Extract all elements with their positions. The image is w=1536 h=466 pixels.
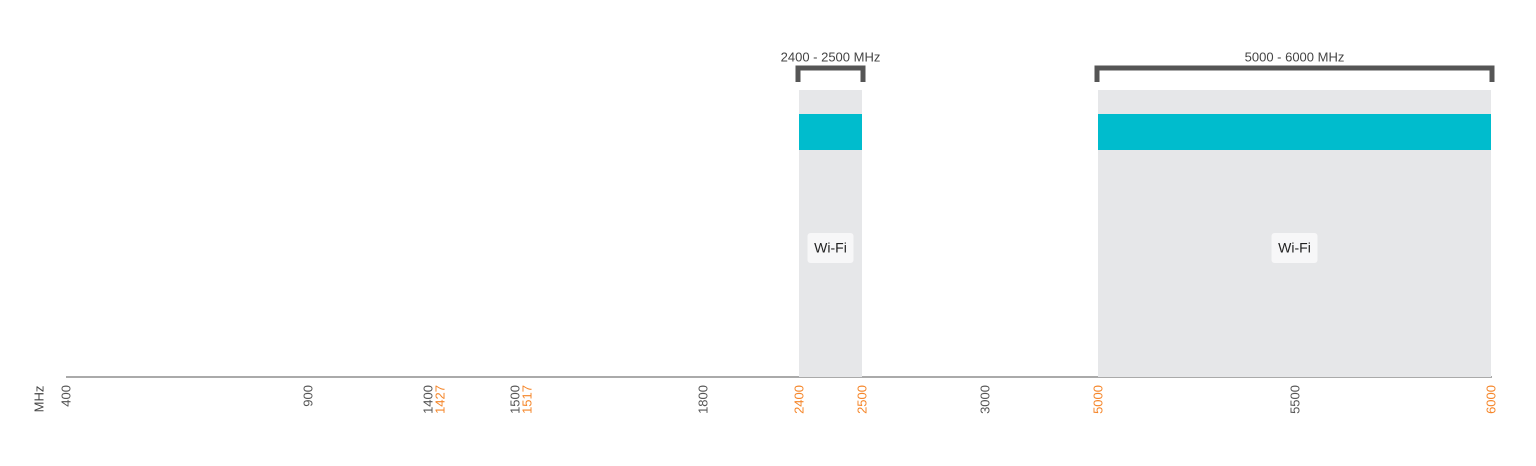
- x-tick-label: 2400: [791, 385, 806, 414]
- x-tick-label: 400: [58, 385, 73, 407]
- x-tick-label: 3000: [977, 385, 992, 414]
- x-tick-label: 1427: [432, 385, 447, 414]
- x-tick-label: 1400: [420, 385, 435, 414]
- range-label: 5000 - 6000 MHz: [1245, 49, 1345, 64]
- x-tick-label: 1800: [695, 385, 710, 414]
- band-label: Wi-Fi: [1278, 240, 1311, 256]
- bracket: [795, 65, 866, 82]
- range-label: 2400 - 2500 MHz: [781, 49, 881, 64]
- x-tick-label: 5000: [1090, 385, 1105, 414]
- axis-label: MHz: [31, 386, 46, 413]
- x-tick-label: 5500: [1287, 385, 1302, 414]
- band-label-box: [1271, 233, 1318, 263]
- band-bar: [799, 114, 862, 150]
- x-tick-label: 6000: [1483, 385, 1498, 414]
- x-tick-label: 2500: [854, 385, 869, 414]
- band-label: Wi-Fi: [814, 240, 847, 256]
- band-bar: [1098, 114, 1491, 150]
- bracket: [1094, 65, 1495, 82]
- x-tick-label: 1517: [519, 385, 534, 414]
- x-tick-label: 900: [300, 385, 315, 407]
- x-tick-label: 1500: [507, 385, 522, 414]
- band-label-box: [807, 233, 854, 263]
